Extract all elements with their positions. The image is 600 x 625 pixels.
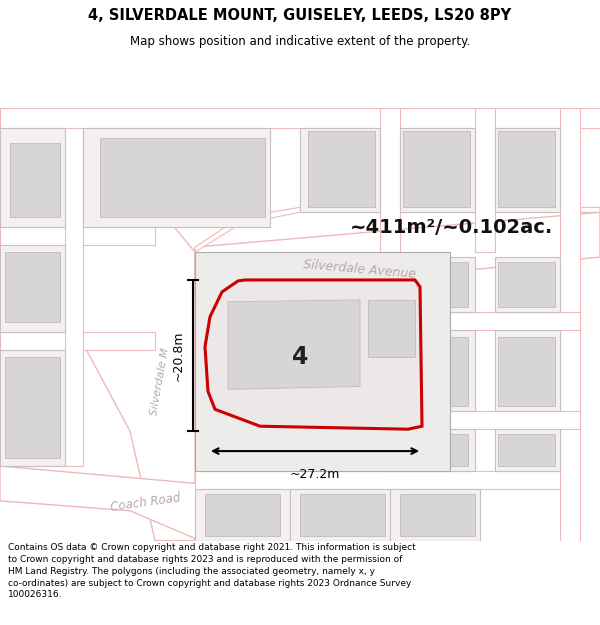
Polygon shape — [495, 429, 560, 471]
Polygon shape — [495, 127, 560, 212]
Text: ~20.8m: ~20.8m — [172, 331, 185, 381]
Polygon shape — [380, 108, 400, 252]
Text: ~411m²/~0.102ac.: ~411m²/~0.102ac. — [350, 217, 553, 237]
Polygon shape — [5, 252, 60, 322]
Polygon shape — [380, 312, 580, 330]
Polygon shape — [0, 245, 65, 332]
Text: Coach Road: Coach Road — [109, 491, 181, 514]
Polygon shape — [205, 494, 280, 536]
Polygon shape — [0, 108, 600, 127]
Text: Contains OS data © Crown copyright and database right 2021. This information is : Contains OS data © Crown copyright and d… — [8, 543, 416, 599]
Polygon shape — [5, 357, 60, 458]
Polygon shape — [195, 213, 600, 297]
Text: Map shows position and indicative extent of the property.: Map shows position and indicative extent… — [130, 35, 470, 48]
Polygon shape — [495, 330, 560, 411]
Text: 4, SILVERDALE MOUNT, GUISELEY, LEEDS, LS20 8PY: 4, SILVERDALE MOUNT, GUISELEY, LEEDS, LS… — [88, 8, 512, 23]
Polygon shape — [498, 337, 555, 406]
Polygon shape — [385, 262, 468, 307]
Polygon shape — [498, 434, 555, 466]
Polygon shape — [368, 300, 415, 357]
Polygon shape — [300, 127, 380, 212]
Polygon shape — [228, 300, 360, 389]
Polygon shape — [290, 489, 390, 541]
Polygon shape — [403, 131, 470, 208]
Polygon shape — [380, 429, 475, 471]
Polygon shape — [195, 471, 560, 489]
Polygon shape — [195, 252, 450, 471]
Polygon shape — [400, 127, 475, 212]
Polygon shape — [83, 127, 270, 228]
Polygon shape — [475, 108, 495, 252]
Polygon shape — [0, 113, 195, 541]
Polygon shape — [0, 127, 65, 228]
Polygon shape — [0, 228, 155, 245]
Polygon shape — [100, 138, 265, 218]
Polygon shape — [65, 127, 83, 466]
Polygon shape — [380, 330, 475, 411]
Polygon shape — [0, 332, 155, 349]
Polygon shape — [400, 494, 475, 536]
Text: 4: 4 — [292, 344, 308, 369]
Polygon shape — [0, 466, 320, 541]
Polygon shape — [385, 337, 468, 406]
Polygon shape — [380, 257, 475, 312]
Polygon shape — [195, 208, 600, 252]
Polygon shape — [308, 131, 375, 208]
Polygon shape — [205, 280, 422, 429]
Polygon shape — [300, 494, 385, 536]
Text: Silverdale M: Silverdale M — [149, 347, 171, 416]
Polygon shape — [0, 349, 65, 466]
Polygon shape — [495, 257, 560, 312]
Polygon shape — [385, 434, 468, 466]
Text: Silverdale Avenue: Silverdale Avenue — [303, 258, 417, 281]
Polygon shape — [380, 411, 580, 429]
Polygon shape — [498, 262, 555, 307]
Text: ~27.2m: ~27.2m — [290, 468, 340, 481]
Polygon shape — [390, 489, 480, 541]
Polygon shape — [195, 489, 290, 541]
Polygon shape — [498, 131, 555, 208]
Polygon shape — [560, 108, 580, 541]
Polygon shape — [10, 142, 60, 218]
